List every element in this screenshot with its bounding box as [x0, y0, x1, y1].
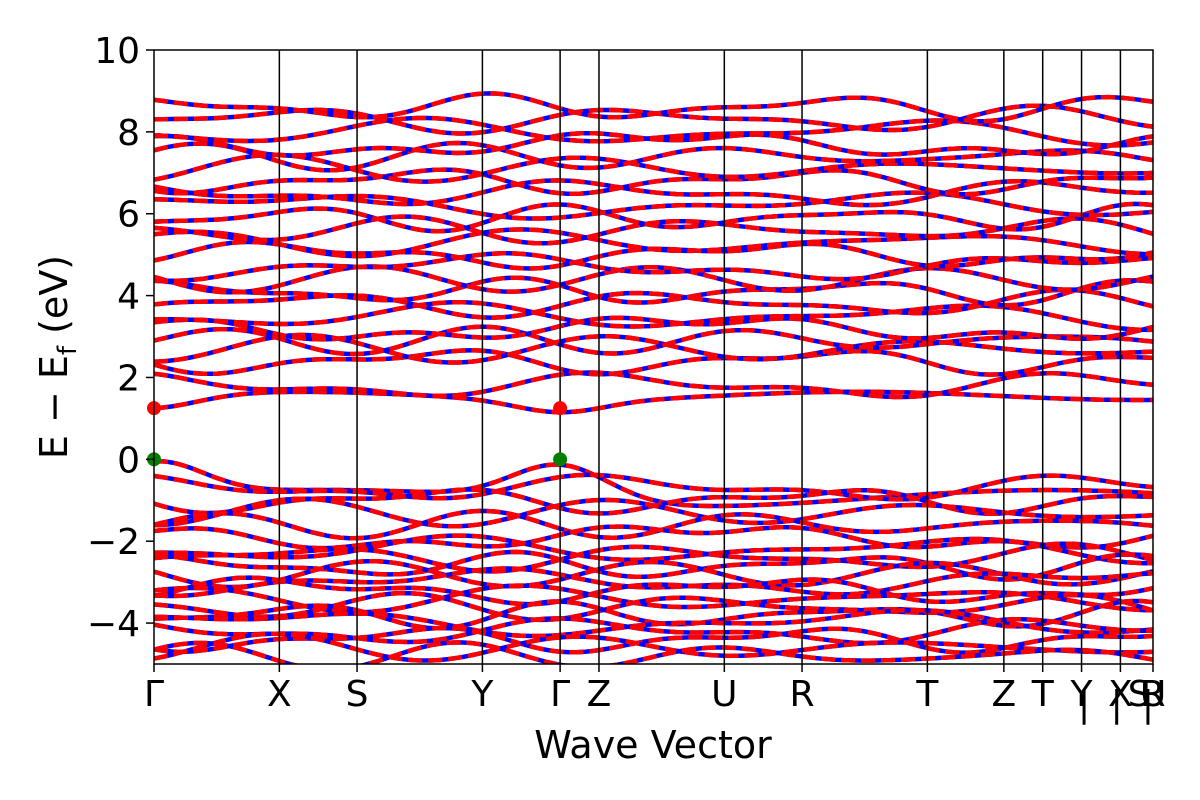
vbm-marker: [553, 452, 568, 467]
x-tick-label: Y: [470, 674, 494, 715]
y-tick-label: 6: [117, 195, 140, 236]
x-tick-label: Z: [992, 674, 1017, 715]
band-spin-up: [154, 152, 1153, 184]
y-axis-label-sub: f: [53, 345, 83, 355]
band-spin-up: [154, 251, 1153, 284]
x-tick-label-tail: |: [1142, 684, 1154, 725]
x-tick-label: Γ: [144, 674, 164, 715]
y-tick-label: 0: [117, 440, 140, 481]
band-spin-up: [154, 167, 1153, 197]
kpoint-lines: [278, 50, 1122, 664]
band-spin-up: [154, 201, 1153, 234]
band-spin-up: [154, 640, 1153, 664]
band-spin-up: [154, 214, 1153, 246]
x-tick-label: Z: [587, 674, 612, 715]
x-tick-label: Y: [1070, 674, 1094, 715]
y-tick-label: 2: [117, 358, 140, 399]
band-spin-up: [154, 607, 1153, 639]
band-spin-up: [154, 496, 1153, 529]
band-spin-up: [154, 631, 1153, 663]
band-spin-up: [154, 227, 1153, 259]
y-tick-label: −4: [87, 604, 140, 645]
y-tick-label: 4: [117, 277, 140, 318]
x-tick-label: Γ: [550, 674, 570, 715]
x-tick-label: X: [267, 674, 292, 715]
y-tick-label: 8: [117, 113, 140, 154]
y-axis-label-unit: (eV): [32, 255, 76, 346]
x-tick-label: U: [1140, 674, 1166, 715]
x-tick-label: U: [711, 674, 737, 715]
band-spin-up: [154, 332, 1153, 365]
band-spin-up: [154, 91, 1153, 124]
band-spin-up: [154, 566, 1153, 599]
x-tick-label: X: [1108, 674, 1133, 715]
y-tick-label: −2: [87, 522, 140, 563]
band-spin-up: [154, 590, 1153, 623]
band-spin-up: [154, 370, 1153, 400]
x-axis: Γ X S Y Γ Z U R T Z T Y X U| | |SR: [144, 664, 1166, 725]
y-axis: 10 8 6 4 2 0 −2 −4: [87, 31, 154, 645]
x-tick-label: R: [790, 674, 815, 715]
band-spin-up: [154, 315, 1153, 342]
y-axis-label-main: E − E: [32, 355, 76, 459]
y-tick-label: 10: [94, 31, 140, 72]
x-tick-label-tail: R: [1140, 674, 1165, 715]
plot-frame: [153, 49, 1154, 665]
band-lines: [154, 91, 1153, 664]
x-tick-label-tail: S: [1128, 674, 1151, 715]
band-spin-up: [154, 508, 1153, 541]
cbm-marker: [553, 401, 568, 416]
band-spin-up: [154, 140, 1153, 173]
band-spin-up: [154, 541, 1153, 574]
band-spin-up: [154, 178, 1153, 208]
band-spin-up: [154, 348, 1153, 377]
x-tick-label: T: [1031, 674, 1055, 715]
band-spin-up: [154, 115, 1153, 148]
band-spin-up: [154, 324, 1153, 357]
band-spin-up: [154, 472, 1153, 502]
band-spin-up: [154, 299, 1153, 333]
band-spin-up: [154, 533, 1153, 566]
x-tick-label: T: [915, 674, 939, 715]
band-spin-up: [154, 275, 1153, 308]
band-spin-up: [154, 616, 1153, 646]
x-tick-label-tail: |: [1078, 684, 1090, 725]
x-axis-label: Wave Vector: [534, 723, 772, 767]
band-spin-up: [154, 264, 1153, 295]
y-axis-label: E − Ef (eV): [32, 255, 83, 459]
band-spin-up: [154, 389, 1153, 415]
x-tick-label: S: [346, 674, 369, 715]
band-spin-up: [154, 558, 1153, 590]
x-tick-label-tail: |: [1111, 684, 1123, 725]
band-spin-up: [154, 575, 1153, 607]
